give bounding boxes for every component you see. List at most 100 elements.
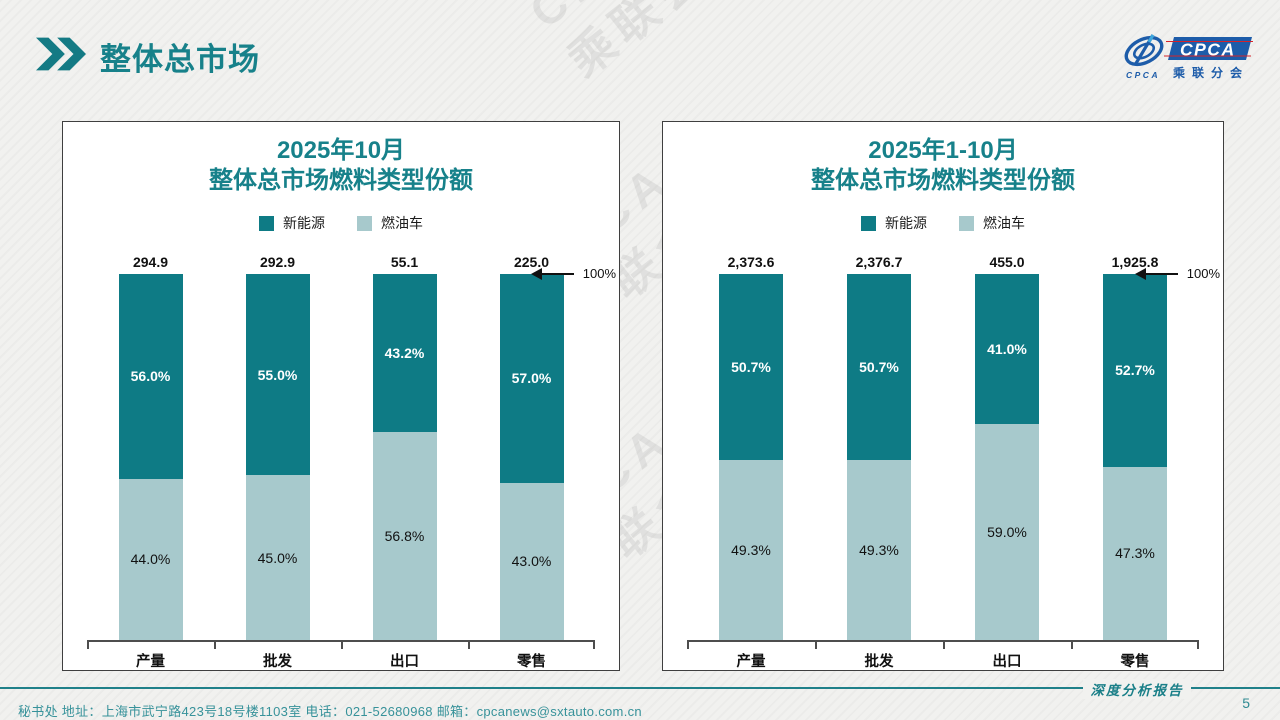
header: 整体总市场 — [36, 34, 260, 79]
stacked-bar: 50.7% 49.3% — [847, 274, 911, 640]
axis-tick — [1197, 642, 1199, 649]
legend-label-ice: 燃油车 — [983, 215, 1025, 231]
segment-ice: 44.0% — [118, 478, 183, 640]
bar-total-label: 55.1 — [390, 254, 419, 271]
segment-nev-label: 56.0% — [130, 368, 171, 385]
footer-divider — [0, 687, 1280, 689]
bar-column: 55.1 43.2% 56.8% — [341, 254, 468, 640]
segment-ice-label: 44.0% — [130, 551, 171, 568]
x-axis — [687, 640, 1199, 649]
double-chevron-icon — [36, 37, 86, 76]
left-arrow-icon — [530, 267, 574, 280]
bar-total-label: 292.9 — [259, 254, 296, 271]
chart-plot: 100% 294.9 56.0% 44.0% 292.9 55.0% 45.0% 55.1 4… — [63, 252, 619, 671]
segment-ice-label: 45.0% — [257, 549, 298, 566]
footer-contact-info: 秘书处 地址：上海市武宁路423号18号楼1103室 电话：021-526809… — [18, 704, 642, 719]
category-label: 批发 — [864, 654, 894, 670]
stacked-bar: 41.0% 59.0% — [975, 274, 1039, 640]
segment-nev: 52.7% — [1103, 274, 1167, 467]
segment-ice: 47.3% — [1103, 466, 1167, 640]
segment-nev-label: 50.7% — [859, 358, 899, 375]
chart-title: 2025年1-10月 整体总市场燃料类型份额 — [663, 136, 1223, 196]
chart-title: 2025年10月 整体总市场燃料类型份额 — [63, 136, 619, 196]
page-number: 5 — [1242, 695, 1250, 711]
bar-column: 294.9 56.0% 44.0% — [87, 254, 214, 640]
bar-total-label: 225.0 — [513, 254, 550, 271]
segment-ice-label: 43.0% — [511, 553, 552, 570]
axis-tick — [468, 642, 470, 649]
bar-column: 1,925.8 52.7% 47.3% — [1071, 254, 1199, 640]
cpca-emblem: CPCA — [1124, 34, 1164, 80]
segment-nev: 57.0% — [499, 274, 564, 483]
chart-title-line1: 2025年1-10月 — [868, 137, 1018, 164]
category-label: 批发 — [263, 654, 292, 670]
chart-title-line1: 2025年10月 — [276, 137, 406, 164]
legend-label-ice: 燃油车 — [381, 215, 423, 231]
legend-swatch-nev — [259, 215, 274, 231]
segment-ice: 49.3% — [847, 459, 911, 640]
segment-ice-label: 49.3% — [731, 541, 771, 558]
bar-total-label: 2,373.6 — [727, 254, 775, 271]
category-label: 零售 — [1120, 654, 1150, 670]
axis-tick — [815, 642, 817, 649]
segment-nev: 41.0% — [975, 274, 1039, 425]
axis-tick — [1071, 642, 1073, 649]
cpca-wordmark: CPCA 乘联分会 — [1164, 37, 1253, 80]
svg-text:CPCA: CPCA — [1180, 40, 1236, 60]
segment-nev-label: 52.7% — [1115, 362, 1155, 379]
chart-plot: 100% 2,373.6 50.7% 49.3% 2,376.7 50.7% 49.3% 4… — [663, 252, 1223, 671]
segment-ice: 49.3% — [719, 459, 783, 640]
bar-column: 455.0 41.0% 59.0% — [943, 254, 1071, 640]
axis-tick — [341, 642, 343, 649]
segment-ice-label: 59.0% — [987, 524, 1027, 541]
chart-panel-jan-october: 2025年1-10月 整体总市场燃料类型份额 新能源 燃油车 100% 2,37… — [662, 121, 1224, 671]
page-title: 整体总市场 — [100, 42, 260, 77]
segment-nev: 55.0% — [245, 274, 310, 476]
segment-ice: 59.0% — [975, 424, 1039, 640]
category-label: 出口 — [390, 654, 419, 670]
stacked-bar: 50.7% 49.3% — [719, 274, 783, 640]
legend-swatch-nev — [861, 215, 876, 231]
segment-ice: 56.8% — [372, 432, 437, 640]
chart-title-line2: 整体总市场燃料类型份额 — [811, 167, 1075, 194]
stacked-bar: 43.2% 56.8% — [372, 274, 437, 640]
segment-ice-label: 47.3% — [1115, 545, 1155, 562]
segment-ice: 43.0% — [499, 482, 564, 640]
legend-swatch-ice — [959, 215, 974, 231]
x-axis — [87, 640, 595, 649]
bar-total-label: 1,925.8 — [1111, 254, 1159, 271]
axis-tick — [943, 642, 945, 649]
left-arrow-icon — [1134, 267, 1178, 280]
legend: 新能源 燃油车 — [63, 213, 619, 233]
segment-nev: 50.7% — [719, 274, 783, 460]
segment-nev-label: 57.0% — [511, 370, 552, 387]
reference-100pct: 100% — [1134, 266, 1220, 281]
axis-tick — [687, 642, 689, 649]
bar-column: 292.9 55.0% 45.0% — [214, 254, 341, 640]
bar-total-label: 2,376.7 — [855, 254, 903, 271]
reference-label: 100% — [582, 266, 616, 281]
legend-label-nev: 新能源 — [885, 215, 927, 231]
segment-nev: 50.7% — [847, 274, 911, 460]
segment-ice-label: 49.3% — [859, 541, 899, 558]
segment-nev-label: 55.0% — [257, 366, 298, 383]
axis-tick — [214, 642, 216, 649]
reference-100pct: 100% — [530, 266, 616, 281]
bar-columns: 294.9 56.0% 44.0% 292.9 55.0% 45.0% 55.1 43.2% 5… — [87, 252, 595, 640]
svg-text:CPCA: CPCA — [1126, 70, 1160, 80]
category-label: 产量 — [136, 654, 165, 670]
chart-panel-october: 2025年10月 整体总市场燃料类型份额 新能源 燃油车 100% 294.9 5… — [62, 121, 620, 671]
svg-text:乘联分会: 乘联分会 — [1172, 65, 1249, 80]
watermark-text: CPCA 乘联会 — [520, 0, 719, 87]
category-labels: 产量 批发 出口 零售 — [687, 650, 1199, 671]
reference-label: 100% — [1186, 266, 1220, 281]
segment-ice: 45.0% — [245, 475, 310, 640]
cpca-logo: CPCA CPCA 乘联分会 — [1122, 32, 1254, 87]
chart-title-line2: 整体总市场燃料类型份额 — [209, 167, 473, 194]
stacked-bar: 52.7% 47.3% — [1103, 274, 1167, 640]
legend: 新能源 燃油车 — [663, 213, 1223, 233]
category-labels: 产量 批发 出口 零售 — [87, 650, 595, 671]
stacked-bar: 56.0% 44.0% — [118, 274, 183, 640]
bar-column: 2,373.6 50.7% 49.3% — [687, 254, 815, 640]
stacked-bar: 57.0% 43.0% — [499, 274, 564, 640]
